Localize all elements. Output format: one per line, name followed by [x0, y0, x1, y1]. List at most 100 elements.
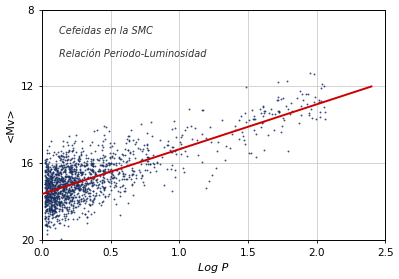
Point — [53, 174, 59, 179]
Point — [311, 71, 318, 76]
Point — [61, 187, 67, 192]
Point — [51, 197, 57, 201]
Point — [73, 216, 80, 221]
Point — [78, 187, 84, 192]
Point — [53, 195, 59, 199]
Point — [107, 161, 113, 166]
Point — [109, 154, 115, 158]
Point — [53, 163, 59, 168]
Point — [94, 157, 100, 161]
Point — [69, 198, 75, 203]
Point — [144, 131, 150, 136]
Point — [83, 167, 90, 171]
Point — [101, 172, 107, 176]
Point — [118, 167, 124, 171]
Point — [63, 189, 69, 194]
Point — [309, 116, 316, 121]
Point — [44, 196, 51, 201]
Point — [47, 193, 53, 197]
Point — [88, 159, 94, 164]
Point — [43, 175, 50, 180]
Point — [76, 183, 82, 187]
Point — [59, 179, 65, 183]
Point — [45, 191, 51, 195]
Point — [70, 188, 76, 192]
Point — [55, 173, 61, 178]
Point — [48, 185, 55, 189]
Point — [42, 162, 49, 166]
Point — [58, 200, 65, 205]
Point — [46, 186, 53, 190]
Point — [90, 198, 97, 202]
Point — [41, 205, 48, 209]
Point — [45, 191, 51, 196]
Point — [52, 226, 59, 230]
Point — [61, 200, 68, 205]
Point — [188, 124, 194, 128]
Point — [122, 147, 128, 151]
Point — [49, 216, 55, 220]
Point — [65, 187, 72, 192]
Point — [51, 167, 58, 171]
Point — [49, 212, 56, 217]
Point — [50, 192, 57, 196]
Point — [42, 204, 48, 208]
Point — [75, 179, 81, 184]
Point — [55, 197, 62, 201]
Point — [110, 150, 117, 155]
Point — [124, 137, 130, 141]
Point — [100, 191, 106, 196]
Point — [55, 184, 61, 188]
Point — [92, 173, 99, 178]
Point — [60, 186, 67, 190]
Point — [177, 146, 184, 151]
Point — [77, 186, 83, 191]
Point — [68, 164, 74, 169]
Point — [89, 140, 95, 144]
Point — [56, 177, 63, 182]
Point — [52, 201, 59, 205]
Point — [66, 205, 73, 209]
Point — [51, 184, 57, 188]
Point — [71, 162, 77, 167]
Point — [106, 170, 113, 174]
Point — [70, 189, 76, 194]
Point — [141, 182, 147, 187]
Point — [65, 189, 71, 194]
Point — [70, 206, 77, 211]
Point — [248, 151, 255, 155]
Point — [321, 105, 328, 110]
Point — [268, 106, 275, 111]
Point — [78, 182, 84, 186]
Point — [61, 197, 68, 201]
Point — [45, 195, 51, 200]
Point — [103, 125, 109, 129]
Point — [43, 203, 49, 208]
Point — [72, 195, 78, 199]
Point — [75, 199, 81, 203]
Point — [59, 167, 65, 172]
Point — [66, 186, 73, 190]
Point — [90, 164, 97, 168]
Point — [44, 191, 51, 195]
Point — [85, 182, 91, 186]
Point — [52, 196, 59, 200]
Point — [262, 109, 269, 113]
Point — [71, 169, 77, 173]
Point — [69, 210, 75, 214]
Point — [56, 199, 62, 204]
Point — [76, 176, 82, 181]
Point — [188, 137, 195, 141]
Point — [96, 155, 103, 160]
Point — [83, 196, 90, 201]
Point — [56, 180, 63, 184]
Point — [85, 191, 91, 195]
Point — [93, 191, 100, 195]
Point — [43, 200, 50, 204]
Point — [55, 184, 61, 189]
Point — [62, 183, 69, 187]
Point — [79, 170, 86, 175]
Point — [47, 180, 53, 184]
Point — [96, 189, 103, 193]
Point — [151, 165, 158, 170]
